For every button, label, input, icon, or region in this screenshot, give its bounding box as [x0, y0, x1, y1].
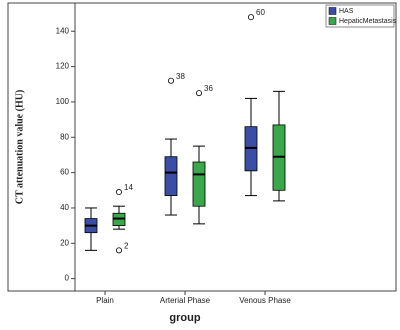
legend-swatch: [328, 7, 337, 15]
outer-frame: [7, 2, 397, 292]
y-tick-label: 140: [56, 26, 70, 35]
outlier-label: 60: [256, 8, 265, 17]
legend-label: HepaticMetastasis: [339, 18, 397, 25]
outlier-label: 38: [176, 72, 185, 81]
legend-frame: [325, 4, 395, 28]
y-tick-label: 20: [60, 238, 69, 247]
outlier-label: 36: [204, 84, 213, 93]
outlier: [116, 189, 123, 196]
outlier: [167, 77, 174, 84]
y-tick-label: 80: [60, 132, 69, 141]
y-tick-label: 120: [56, 62, 70, 71]
x-axis-label: group: [169, 312, 200, 324]
outlier-label: 14: [124, 183, 133, 192]
x-tick-label: Arterial Phase: [160, 296, 211, 305]
box: [192, 161, 206, 207]
legend-label: HAS: [339, 8, 354, 15]
outlier: [116, 247, 123, 254]
y-axis-label: CT attenuation value (HU): [14, 90, 25, 205]
outlier: [247, 14, 254, 21]
y-tick-label: 40: [60, 203, 69, 212]
y-tick-label: 100: [56, 97, 70, 106]
y-tick-label: 60: [60, 168, 69, 177]
y-tick-label: 0: [65, 274, 70, 283]
x-tick-label: Venous Phase: [239, 296, 291, 305]
outlier-label: 2: [124, 241, 129, 250]
legend-swatch: [328, 17, 337, 25]
box: [164, 156, 178, 196]
x-tick-label: Plain: [96, 296, 114, 305]
outlier: [195, 90, 202, 97]
